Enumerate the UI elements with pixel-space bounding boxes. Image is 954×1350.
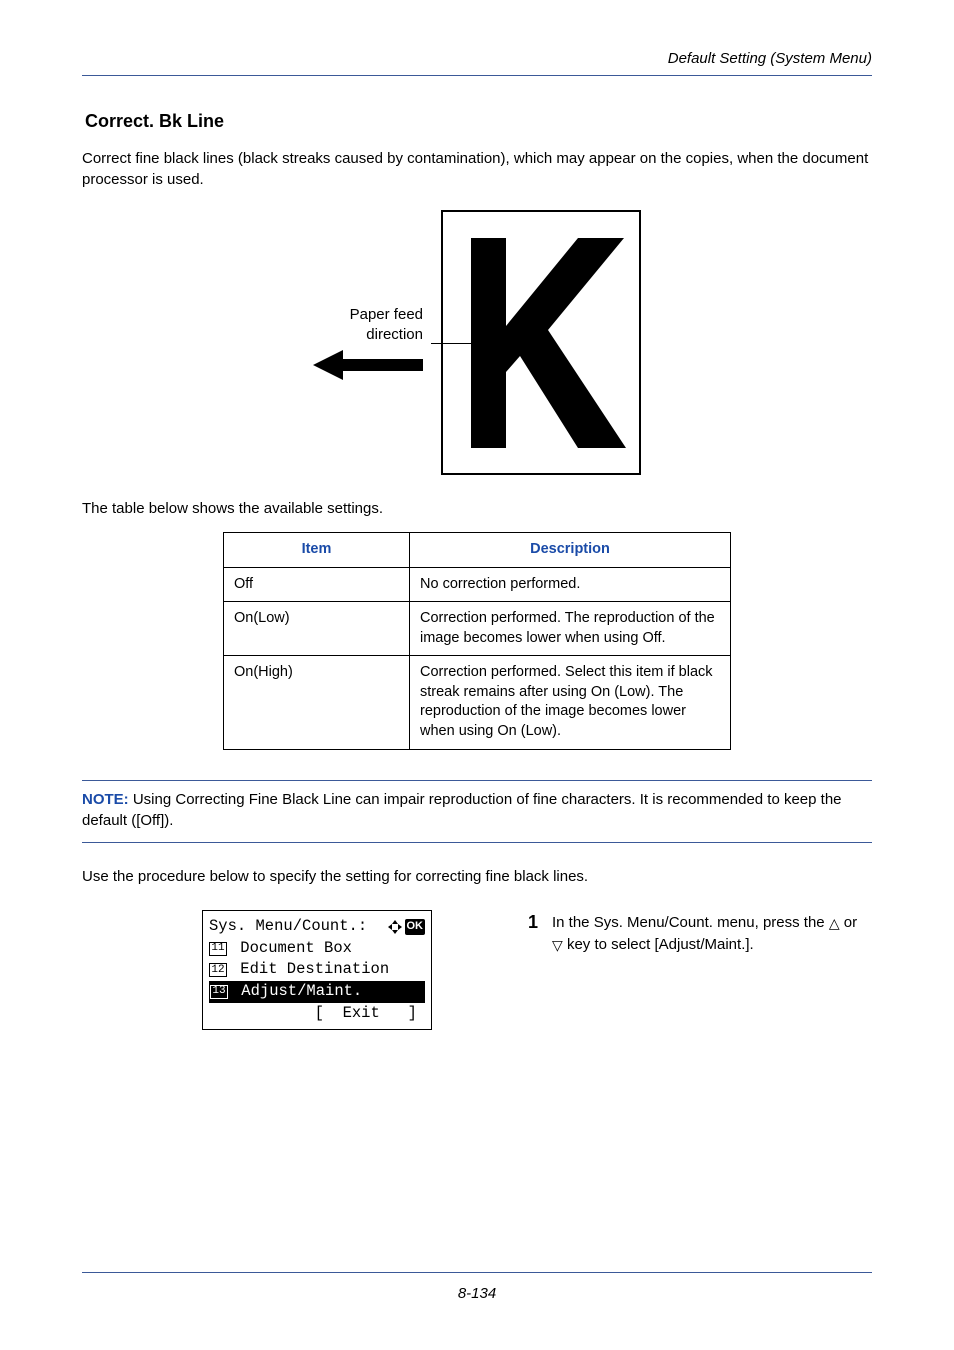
cell-desc: Correction performed. The reproduction o… xyxy=(410,602,731,656)
lcd-item: 13 Adjust/Maint. xyxy=(209,981,425,1003)
footer-divider xyxy=(82,1272,872,1273)
section-intro: Correct fine black lines (black streaks … xyxy=(82,148,872,190)
diagram: Paper feed direction xyxy=(82,210,872,475)
lcd-item: 12 Edit Destination xyxy=(209,959,425,981)
down-triangle-icon: ▽ xyxy=(552,937,563,953)
section-title: Correct. Bk Line xyxy=(85,111,872,132)
header-divider xyxy=(82,75,872,76)
item-label: Document Box xyxy=(231,938,352,960)
table-header-desc: Description xyxy=(410,533,731,568)
page-footer: 8-134 xyxy=(82,1272,872,1302)
page-number: 8-134 xyxy=(82,1285,872,1302)
lcd-item: 11 Document Box xyxy=(209,938,425,960)
item-num-icon: 11 xyxy=(209,942,227,956)
page-header: Default Setting (System Menu) xyxy=(82,50,872,67)
table-row: Off No correction performed. xyxy=(224,567,731,602)
table-row: On(High) Correction performed. Select th… xyxy=(224,656,731,749)
cell-desc: No correction performed. xyxy=(410,567,731,602)
ok-badge-icon: OK xyxy=(405,919,426,934)
table-header-item: Item xyxy=(224,533,410,568)
lcd-panel: Sys. Menu/Count.: OK 11 Document Box 12 … xyxy=(202,910,432,1030)
cell-item: On(High) xyxy=(224,656,410,749)
note-block: NOTE: Using Correcting Fine Black Line c… xyxy=(82,780,872,844)
arrow-left-icon xyxy=(313,350,423,380)
lcd-exit: [ Exit ] xyxy=(209,1003,425,1025)
table-row: On(Low) Correction performed. The reprod… xyxy=(224,602,731,656)
cell-desc: Correction performed. Select this item i… xyxy=(410,656,731,749)
note-text: Using Correcting Fine Black Line can imp… xyxy=(82,791,842,830)
item-num-icon: 13 xyxy=(210,985,228,999)
table-intro: The table below shows the available sett… xyxy=(82,500,872,517)
paper-feed-line1: Paper feed xyxy=(350,306,423,323)
procedure-intro: Use the procedure below to specify the s… xyxy=(82,868,872,885)
lcd-title: Sys. Menu/Count.: xyxy=(209,916,367,938)
cell-item: On(Low) xyxy=(224,602,410,656)
step-number: 1 xyxy=(512,910,552,933)
cell-item: Off xyxy=(224,567,410,602)
note-label: NOTE: xyxy=(82,791,129,808)
up-triangle-icon: △ xyxy=(829,915,840,931)
settings-table: Item Description Off No correction perfo… xyxy=(223,532,731,750)
item-label: Edit Destination xyxy=(231,959,389,981)
streak-line-icon xyxy=(431,343,491,345)
nav-diamond-icon xyxy=(388,920,402,934)
paper-box xyxy=(441,210,641,475)
step-prefix: In the Sys. Menu/Count. menu, press the xyxy=(552,914,829,931)
step-text: In the Sys. Menu/Count. menu, press the … xyxy=(552,910,872,955)
item-label: Adjust/Maint. xyxy=(232,981,362,1003)
paper-feed-line2: direction xyxy=(366,326,423,343)
step-mid: or xyxy=(840,914,858,931)
item-num-icon: 12 xyxy=(209,963,227,977)
step-suffix: key to select [Adjust/Maint.]. xyxy=(563,936,754,953)
paper-feed-label: Paper feed direction xyxy=(350,305,423,344)
